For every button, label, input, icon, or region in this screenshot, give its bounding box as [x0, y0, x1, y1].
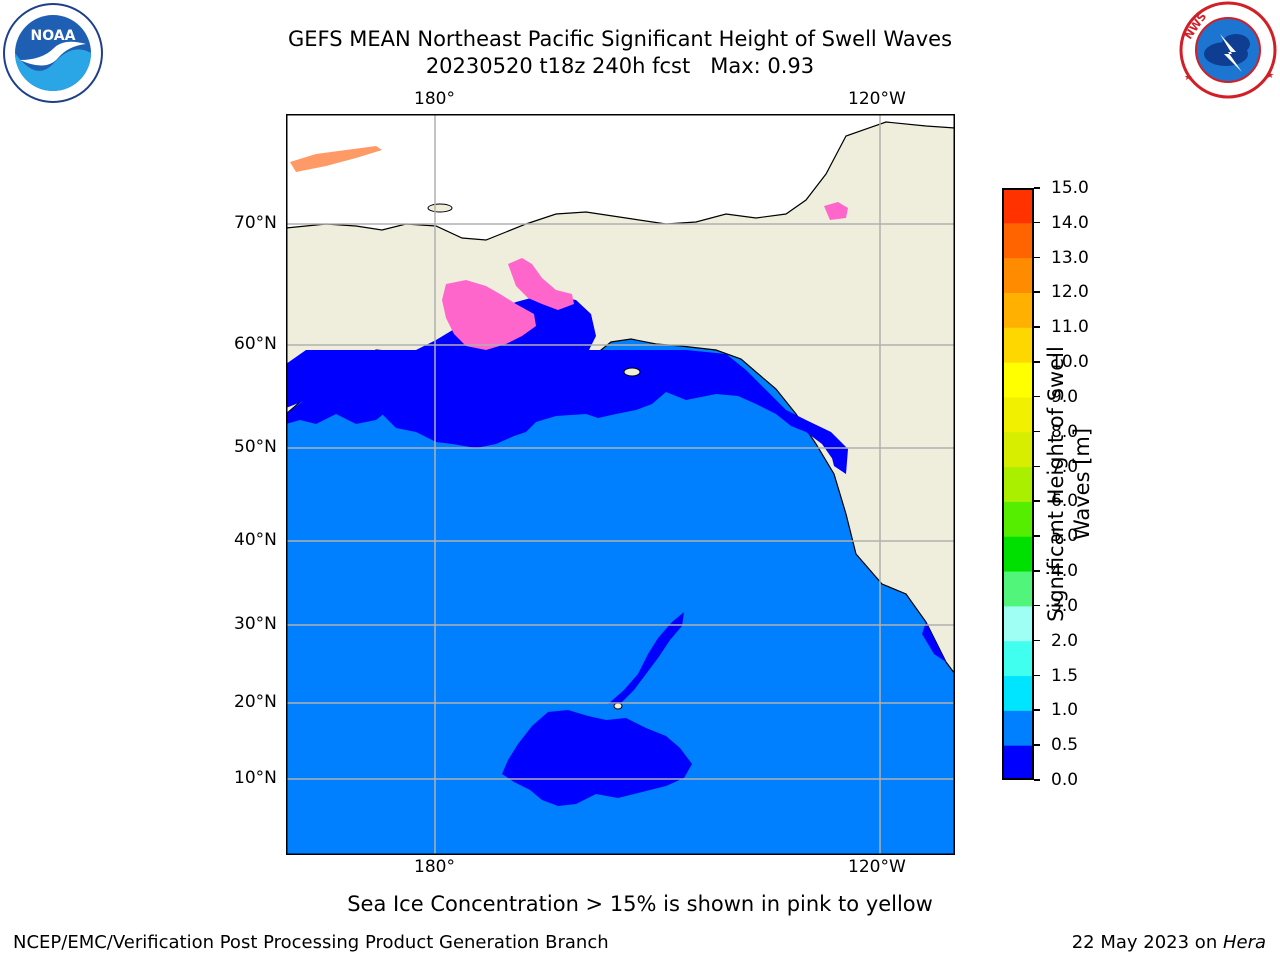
lat-label-40n: 40°N [234, 530, 277, 550]
lon-label-top-180: 180° [414, 89, 455, 109]
colorbar-tick-mark [1034, 326, 1040, 328]
colorbar-segment [1002, 571, 1034, 607]
colorbar-tick-mark [1034, 221, 1040, 224]
colorbar-tick-label: 0.5 [1051, 735, 1079, 756]
arctic-water [286, 114, 955, 241]
swell-height-map [286, 114, 955, 855]
colorbar-tick-mark [1034, 500, 1040, 502]
colorbar-tick-label: 13.0 [1051, 247, 1089, 268]
date-text: 22 May 2023 on [1071, 932, 1223, 953]
colorbar-tick-mark [1034, 187, 1040, 189]
colorbar-segment [1002, 257, 1034, 293]
colorbar-segment [1002, 396, 1034, 433]
colorbar-segment [1002, 362, 1034, 398]
lon-label-bottom-180: 180° [414, 857, 455, 877]
colorbar-tick-mark [1034, 744, 1040, 746]
colorbar-segment [1002, 710, 1034, 746]
machine-name: Hera [1222, 932, 1266, 953]
noaa-logo: NOAA [2, 2, 104, 104]
lon-label-top-120w: 120°W [848, 89, 906, 109]
lon-label-bottom-120w: 120°W [848, 857, 906, 877]
colorbar-segment [1002, 292, 1034, 328]
colorbar-ticks: 0.0 0.5 1.0 1.5 2.0 3.0 4.0 5.0 6.0 7.0 8.0 9.0 10.0… [1034, 178, 1104, 790]
colorbar-tick-label: 6.0 [1051, 491, 1079, 512]
colorbar-segment [1002, 431, 1034, 468]
colorbar-tick-mark [1034, 256, 1040, 259]
low-swell-north [286, 350, 848, 474]
colorbar-tick-mark [1034, 639, 1040, 642]
lat-label-30n: 30°N [234, 614, 277, 634]
colorbar [1002, 188, 1034, 781]
nws-logo: NWS ★ ★ [1176, 0, 1280, 100]
lat-label-10n: 10°N [234, 768, 277, 788]
colorbar-tick-label: 1.0 [1051, 700, 1079, 721]
colorbar-tick-label: 2.0 [1051, 630, 1079, 651]
sea-ice-beaufort [824, 202, 848, 220]
colorbar-segment [1002, 745, 1034, 781]
colorbar-tick-label: 14.0 [1051, 212, 1089, 233]
colorbar-tick-mark [1034, 361, 1040, 363]
date-stamp: 22 May 2023 on Hera [1072, 932, 1266, 953]
chart-subtitle: 20230520 t18z 240h fcst Max: 0.93 [425, 54, 815, 78]
noaa-logo-text: NOAA [31, 28, 76, 44]
map-frame [286, 114, 955, 855]
low-swell-south [502, 710, 692, 806]
colorbar-tick-label: 4.0 [1051, 561, 1079, 582]
colorbar-tick-label: 11.0 [1051, 317, 1089, 338]
colorbar-segment [1002, 675, 1034, 711]
sea-ice-norton [508, 258, 574, 310]
colorbar-tick-mark [1034, 465, 1040, 468]
colorbar-label: Significant Height of Swell Waves [m] [1044, 346, 1094, 622]
colorbar-tick-mark [1034, 430, 1040, 433]
colorbar-tick-label: 8.0 [1051, 421, 1079, 442]
colorbar-tick-label: 10.0 [1051, 352, 1089, 373]
colorbar-tick-mark [1034, 674, 1040, 677]
colorbar-segment [1002, 327, 1034, 363]
lat-label-50n: 50°N [234, 437, 277, 457]
colorbar-tick-label: 3.0 [1051, 595, 1079, 616]
sea-ice-arctic [290, 146, 382, 172]
colorbar-tick-label: 7.0 [1051, 456, 1079, 477]
sea-ice-bering [442, 280, 536, 350]
colorbar-tick-label: 1.5 [1051, 665, 1079, 686]
colorbar-tick-label: 5.0 [1051, 526, 1079, 547]
colorbar-tick-mark [1034, 604, 1040, 607]
colorbar-frame [1002, 188, 1034, 780]
colorbar-tick-mark [1034, 570, 1040, 572]
colorbar-tick-label: 0.0 [1051, 770, 1079, 790]
colorbar-segment [1002, 222, 1034, 259]
map-panel [286, 114, 955, 855]
colorbar-tick-mark [1034, 535, 1040, 537]
colorbar-tick-mark [1034, 779, 1040, 781]
colorbar-tick-label: 15.0 [1051, 178, 1089, 198]
colorbar-tick-label: 9.0 [1051, 386, 1079, 407]
lat-label-60n: 60°N [234, 334, 277, 354]
svg-text:★: ★ [1184, 73, 1192, 83]
lat-label-20n: 20°N [234, 692, 277, 712]
colorbar-segment [1002, 466, 1034, 502]
colorbar-tick-label: 12.0 [1051, 282, 1089, 303]
low-swell-hawaii-strip [608, 612, 684, 704]
colorbar-segment [1002, 501, 1034, 537]
colorbar-segment [1002, 605, 1034, 642]
colorbar-tick-mark [1034, 395, 1040, 398]
colorbar-tick-mark [1034, 709, 1040, 711]
chart-title: GEFS MEAN Northeast Pacific Significant … [287, 27, 953, 51]
low-swell-coast [826, 434, 946, 662]
graticule [286, 114, 955, 855]
colorbar-segment [1002, 640, 1034, 677]
colorbar-segment [1002, 536, 1034, 572]
svg-text:★: ★ [1266, 71, 1274, 81]
lat-label-70n: 70°N [234, 213, 277, 233]
sea-ice-note: Sea Ice Concentration > 15% is shown in … [347, 892, 933, 916]
colorbar-tick-mark [1034, 291, 1040, 293]
colorbar-segment [1002, 188, 1034, 224]
credit-text: NCEP/EMC/Verification Post Processing Pr… [13, 932, 609, 953]
